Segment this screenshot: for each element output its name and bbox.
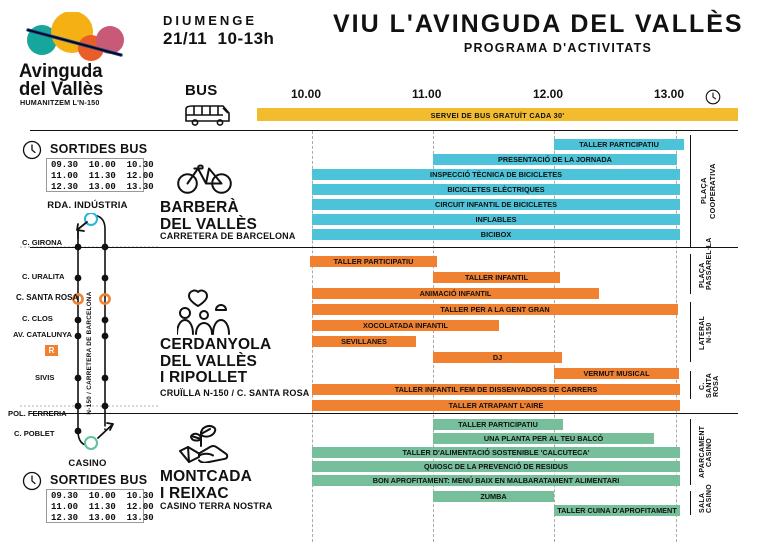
svg-text:N-150 / CARRETERA DE BARCELONA: N-150 / CARRETERA DE BARCELONA <box>86 291 93 414</box>
